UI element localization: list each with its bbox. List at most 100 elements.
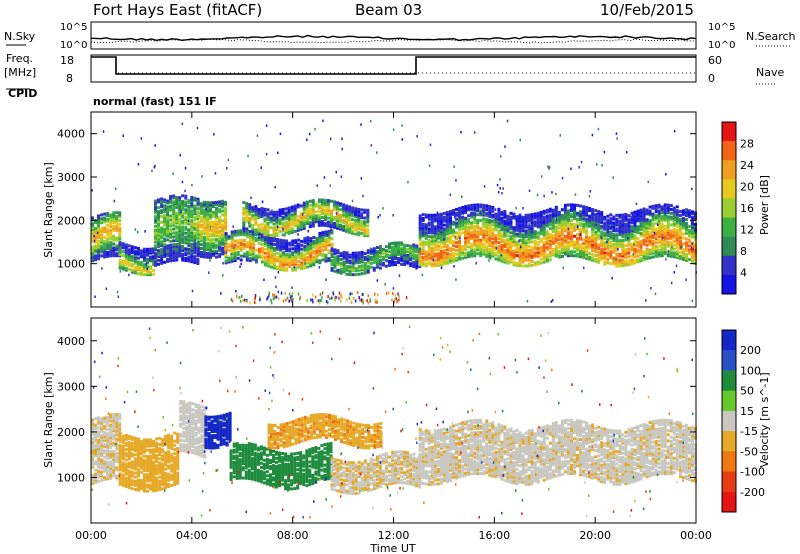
power-cell <box>190 250 194 254</box>
power-cell <box>275 210 279 214</box>
power-cell <box>146 249 149 253</box>
power-cell <box>166 244 170 248</box>
power-cell <box>282 262 286 266</box>
power-cell <box>309 264 313 268</box>
power-cell <box>320 219 324 223</box>
power-cell <box>609 240 613 244</box>
power-cell <box>281 223 285 227</box>
power-cell <box>291 247 295 251</box>
power-cell <box>573 254 576 258</box>
power-cell <box>91 253 94 257</box>
power-cell <box>251 251 255 255</box>
power-cell <box>326 208 330 212</box>
power-cell <box>391 257 394 261</box>
power-cell <box>665 258 667 261</box>
power-cell <box>330 219 333 223</box>
power-cell <box>495 247 498 250</box>
power-cell <box>127 250 131 254</box>
power-cell <box>455 252 458 256</box>
power-cell <box>230 234 234 238</box>
power-cell <box>172 217 176 221</box>
power-cell <box>230 244 234 248</box>
power-cell <box>488 218 492 222</box>
power-cell <box>224 234 228 238</box>
frequency-panel: Freq. [MHz] 18 8 60 0 Nave CPID normal (… <box>4 52 784 108</box>
power-cell <box>293 224 297 228</box>
power-cell <box>202 228 206 232</box>
power-cell <box>388 250 391 254</box>
power-cell <box>175 219 179 223</box>
power-cell <box>285 259 289 262</box>
power-cell <box>317 214 321 218</box>
power-cell <box>190 236 194 240</box>
power-cell <box>394 257 397 261</box>
power-cell <box>215 220 218 224</box>
power-cell <box>109 225 113 229</box>
power-cell <box>361 293 364 296</box>
power-cell <box>533 216 536 220</box>
power-cell <box>354 255 358 259</box>
power-cell <box>366 216 370 220</box>
power-cell <box>91 224 94 228</box>
power-cell <box>648 256 652 260</box>
power-cell <box>483 185 486 188</box>
power-cell <box>278 297 280 301</box>
power-cell <box>342 250 346 254</box>
power-cell <box>265 153 268 156</box>
power-cell <box>360 226 364 229</box>
velocity-cell <box>130 435 134 439</box>
power-cell <box>160 257 164 261</box>
power-cell <box>239 231 243 235</box>
power-cell <box>388 256 391 260</box>
power-cell <box>206 236 209 240</box>
power-cell <box>282 256 286 260</box>
freq-tick-bottom: 8 <box>66 72 73 85</box>
power-cell <box>388 260 391 263</box>
power-cell <box>187 222 191 226</box>
power-cell <box>323 204 327 208</box>
power-cell <box>500 232 504 236</box>
power-cell <box>363 222 367 226</box>
power-cell <box>202 202 206 206</box>
power-cell <box>221 223 225 227</box>
power-cell <box>348 269 352 273</box>
power-cell <box>103 228 107 232</box>
power-cell <box>230 242 234 246</box>
power-cell <box>304 262 306 265</box>
power-cell <box>175 221 179 225</box>
power-cell <box>312 261 316 265</box>
power-cell <box>318 261 322 265</box>
power-cell <box>160 232 164 236</box>
power-cell <box>178 229 182 233</box>
power-cell <box>311 208 315 212</box>
power-cell <box>600 211 604 215</box>
power-cell <box>279 132 282 136</box>
power-cell <box>181 233 185 237</box>
power-cell <box>251 217 255 221</box>
power-cell <box>339 217 342 221</box>
power-cell <box>351 257 355 261</box>
power-cell <box>366 208 370 212</box>
power-cell <box>612 256 616 260</box>
power-cell <box>400 258 404 262</box>
power-cell <box>326 212 330 216</box>
power-cell <box>206 224 209 228</box>
power-cell <box>282 243 286 247</box>
power-cell <box>206 216 209 220</box>
power-cell <box>166 234 170 238</box>
power-cell <box>118 241 122 245</box>
power-cell <box>342 270 346 274</box>
power-cell <box>384 249 388 253</box>
power-cell <box>563 235 567 238</box>
power-cell <box>221 229 225 232</box>
power-cell <box>336 203 339 207</box>
power-cell <box>233 257 237 261</box>
power-cell <box>190 238 194 242</box>
power-cell <box>178 221 182 225</box>
power-cell <box>196 252 200 256</box>
power-cell <box>196 260 200 264</box>
power-cell <box>357 231 361 235</box>
power-cell <box>175 256 179 260</box>
power-cell <box>218 255 222 258</box>
power-cell <box>285 266 289 270</box>
